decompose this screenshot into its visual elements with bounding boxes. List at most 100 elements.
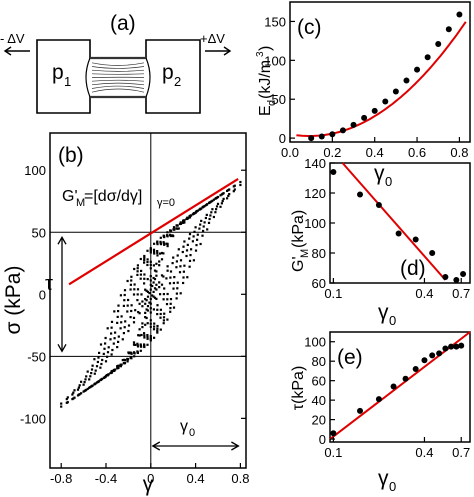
loop-point [101, 358, 104, 362]
x-tick-label: -0.4 [95, 471, 117, 486]
foam-film-line [91, 62, 145, 66]
loop-point [199, 223, 202, 226]
loop-point [214, 197, 217, 200]
loop-point [181, 250, 184, 254]
loop-point [136, 288, 140, 291]
loop-point [152, 276, 155, 280]
panel-e-yield-stress: 0.1 0.4 0.7 100 80 60 40 20 0 (e) γ 0 τ(kPa) [290, 331, 471, 494]
loop-point [82, 383, 85, 386]
loop-point [179, 221, 182, 224]
panel-c-xlabel: γ [374, 162, 385, 185]
loop-point [93, 358, 96, 361]
loop-point [97, 356, 100, 359]
loop-point [188, 259, 192, 262]
y-tick-label: 0 [319, 432, 326, 447]
energy-point [318, 133, 325, 140]
loop-point [132, 321, 136, 324]
loop-point [156, 254, 159, 257]
loop-point [119, 365, 122, 368]
loop-point [124, 320, 127, 323]
loop-point [138, 302, 141, 305]
loop-point [158, 264, 161, 267]
loop-point [65, 398, 68, 401]
loop-point [144, 298, 147, 301]
loop-point [116, 321, 119, 324]
modulus-point [429, 250, 436, 256]
loop-point [209, 214, 212, 217]
loop-point [130, 275, 133, 278]
loop-point [143, 273, 146, 276]
loop-point [156, 329, 159, 332]
loop-point [152, 281, 155, 284]
loop-point [146, 258, 149, 261]
modulus-point [442, 274, 449, 280]
panel-c-ylabel: E d (kJ/m 3 ) [255, 46, 278, 116]
loop-point [159, 293, 162, 296]
loop-point [159, 316, 162, 319]
loop-point [113, 310, 116, 313]
loop-point [153, 296, 157, 299]
gamma0-arrow-head-right [231, 441, 240, 451]
y-tick-label: 50 [32, 225, 46, 240]
energy-point [445, 26, 452, 33]
loop-point [205, 213, 208, 216]
loop-point [136, 342, 139, 345]
loop-point [136, 344, 139, 347]
y-tick-label: 20 [312, 413, 326, 428]
loop-point [169, 229, 172, 232]
loop-point [126, 360, 129, 363]
loop-point [176, 281, 179, 284]
formula-derivative: =[dσ/dγ] [84, 188, 142, 205]
panel-b-data-points [60, 180, 242, 408]
loop-point [159, 328, 162, 331]
energy-point [350, 121, 357, 128]
loop-point [153, 336, 156, 339]
loop-point [133, 283, 136, 286]
loop-point [124, 359, 127, 362]
loop-point [130, 279, 133, 282]
loop-point [166, 292, 169, 296]
loop-point [162, 298, 165, 301]
loop-point [146, 290, 150, 293]
panel-c-dissipated-energy: 0.0 0.2 0.4 0.6 0.8 0 50 100 150 (c) γ 0 E d (kJ… [255, 1, 471, 189]
loop-point [158, 281, 161, 284]
loop-point [172, 287, 175, 290]
loop-point [141, 300, 144, 303]
y-tick-label: 80 [312, 246, 326, 261]
loop-point [103, 347, 106, 350]
loop-point [88, 378, 91, 381]
loop-point [188, 215, 191, 218]
loop-point [143, 334, 146, 337]
loop-point [169, 307, 172, 310]
loop-point [172, 226, 176, 229]
loop-point [212, 215, 215, 219]
loop-point [111, 348, 114, 352]
loop-point [153, 325, 156, 328]
loop-point [134, 343, 137, 346]
loop-point [172, 256, 175, 259]
loop-point [139, 349, 142, 352]
loop-point [194, 210, 198, 213]
loop-point [162, 293, 165, 296]
loop-point [127, 358, 130, 361]
loop-point [72, 391, 75, 394]
loop-point [129, 288, 132, 291]
panel-e-xlabel-sub: 0 [389, 479, 396, 494]
loop-point [102, 352, 105, 355]
loop-point [222, 197, 225, 200]
foam-film-line [91, 79, 145, 82]
loop-point [139, 257, 142, 261]
loop-point [226, 189, 229, 192]
loop-point [119, 327, 122, 330]
loop-point [202, 225, 205, 228]
loop-point [76, 388, 80, 391]
loop-point [145, 299, 148, 302]
loop-point [86, 370, 89, 373]
loop-point [153, 322, 156, 325]
loop-point [148, 301, 151, 304]
loop-point [130, 352, 133, 355]
modulus-point [357, 191, 364, 198]
loop-point [130, 304, 133, 307]
loop-point [172, 281, 175, 285]
loop-point [177, 248, 180, 251]
